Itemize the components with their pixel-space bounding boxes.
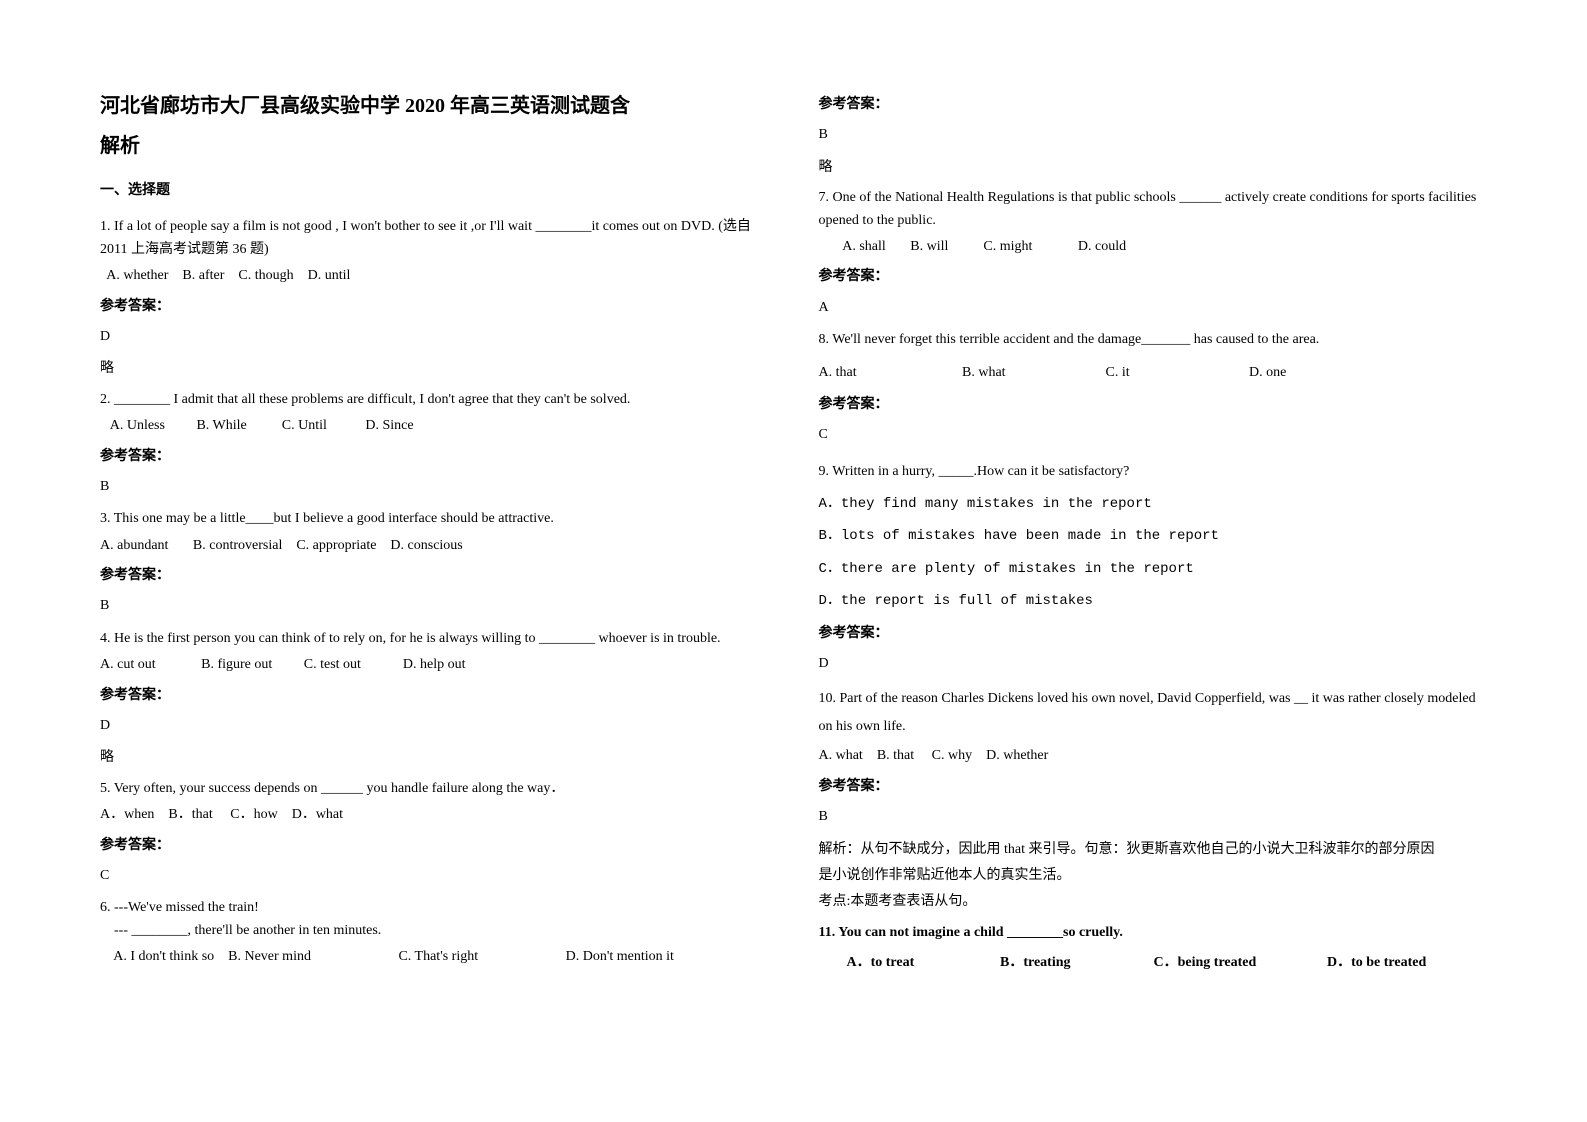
question-text: 4. He is the first person you can think …	[100, 631, 721, 646]
option-c: C．there are plenty of mistakes in the re…	[819, 558, 1488, 580]
question-1-options: A. whether B. after C. though D. until	[100, 265, 769, 287]
answer-label: 参考答案：	[819, 394, 1488, 416]
question-6-options: A. I don't think so B. Never mind C. Tha…	[100, 946, 769, 968]
option-b: B．treating	[1000, 952, 1150, 974]
option-d: D. one	[1249, 362, 1389, 384]
question-2: 2. ________ I admit that all these probl…	[100, 389, 769, 411]
question-7: 7. One of the National Health Regulation…	[819, 187, 1488, 232]
answer-label: 参考答案：	[819, 776, 1488, 798]
question-4: 4. He is the first person you can think …	[100, 628, 769, 650]
answer-value: C	[819, 424, 1488, 446]
question-text: 8. We'll never forget this terrible acci…	[819, 332, 1320, 347]
doc-title-line1: 河北省廊坊市大厂县高级实验中学 2020 年高三英语测试题含	[100, 90, 769, 122]
option-a: A. that	[819, 362, 959, 384]
answer-label: 参考答案：	[100, 296, 769, 318]
answer-value: B	[100, 476, 769, 498]
explanation-line3: 考点:本题考查表语从句。	[819, 891, 1488, 913]
question-8: 8. We'll never forget this terrible acci…	[819, 329, 1488, 351]
option-d: D．to be treated	[1327, 952, 1477, 974]
answer-value: A	[819, 297, 1488, 319]
option-c: C．being treated	[1154, 952, 1324, 974]
question-text: 7. One of the National Health Regulation…	[819, 190, 1477, 227]
answer-label: 参考答案：	[100, 835, 769, 857]
question-5-options: A．when B．that C．how D．what	[100, 804, 769, 826]
option-a: A．to treat	[847, 952, 997, 974]
question-11: 11. You can not imagine a child ________…	[819, 922, 1488, 944]
section-header: 一、选择题	[100, 180, 769, 202]
answer-label: 参考答案：	[819, 94, 1488, 116]
question-10-options: A. what B. that C. why D. whether	[819, 745, 1488, 767]
answer-label: 参考答案：	[100, 685, 769, 707]
question-6: 6. ---We've missed the train! --- ______…	[100, 897, 769, 942]
option-b: B．lots of mistakes have been made in the…	[819, 525, 1488, 547]
question-3-options: A. abundant B. controversial C. appropri…	[100, 535, 769, 557]
question-text: 3. This one may be a little____but I bel…	[100, 511, 554, 526]
answer-note: 略	[819, 157, 1488, 179]
answer-value: D	[819, 653, 1488, 675]
option-c: C. it	[1106, 362, 1246, 384]
explanation-line1: 解析：从句不缺成分，因此用 that 来引导。句意：狄更斯喜欢他自己的小说大卫科…	[819, 839, 1488, 861]
option-d: D．the report is full of mistakes	[819, 590, 1488, 612]
question-text-line2: --- ________, there'll be another in ten…	[100, 920, 769, 942]
question-11-options: A．to treat B．treating C．being treated D．…	[819, 952, 1488, 974]
question-5: 5. Very often, your success depends on _…	[100, 778, 769, 800]
answer-label: 参考答案：	[100, 565, 769, 587]
answer-label: 参考答案：	[819, 266, 1488, 288]
left-column: 河北省廊坊市大厂县高级实验中学 2020 年高三英语测试题含 解析 一、选择题 …	[100, 90, 769, 1032]
question-2-options: A. Unless B. While C. Until D. Since	[100, 415, 769, 437]
question-9: 9. Written in a hurry, _____.How can it …	[819, 461, 1488, 483]
question-text: 9. Written in a hurry, _____.How can it …	[819, 464, 1130, 479]
question-4-options: A. cut out B. figure out C. test out D. …	[100, 654, 769, 676]
question-text: 5. Very often, your success depends on _…	[100, 781, 564, 796]
question-10: 10. Part of the reason Charles Dickens l…	[819, 685, 1488, 741]
question-1: 1. If a lot of people say a film is not …	[100, 216, 769, 261]
question-8-options: A. that B. what C. it D. one	[819, 362, 1488, 384]
question-text: 2. ________ I admit that all these probl…	[100, 392, 630, 407]
answer-value: D	[100, 326, 769, 348]
option-b: B. what	[962, 362, 1102, 384]
question-3: 3. This one may be a little____but I bel…	[100, 508, 769, 530]
answer-value: B	[819, 124, 1488, 146]
question-7-options: A. shall B. will C. might D. could	[819, 236, 1488, 258]
answer-value: C	[100, 865, 769, 887]
option-a: A．they find many mistakes in the report	[819, 493, 1488, 515]
answer-label: 参考答案：	[100, 446, 769, 468]
doc-title-line2: 解析	[100, 130, 769, 162]
answer-value: D	[100, 715, 769, 737]
question-text: 1. If a lot of people say a film is not …	[100, 219, 751, 256]
answer-value: B	[819, 806, 1488, 828]
answer-note: 略	[100, 747, 769, 769]
answer-value: B	[100, 595, 769, 617]
answer-label: 参考答案：	[819, 623, 1488, 645]
right-column: 参考答案： B 略 7. One of the National Health …	[819, 90, 1488, 1032]
question-text: 11. You can not imagine a child ________…	[819, 925, 1123, 940]
question-text-line1: 6. ---We've missed the train!	[100, 897, 769, 919]
explanation-line2: 是小说创作非常贴近他本人的真实生活。	[819, 865, 1488, 887]
answer-note: 略	[100, 358, 769, 380]
question-text: 10. Part of the reason Charles Dickens l…	[819, 691, 1476, 734]
